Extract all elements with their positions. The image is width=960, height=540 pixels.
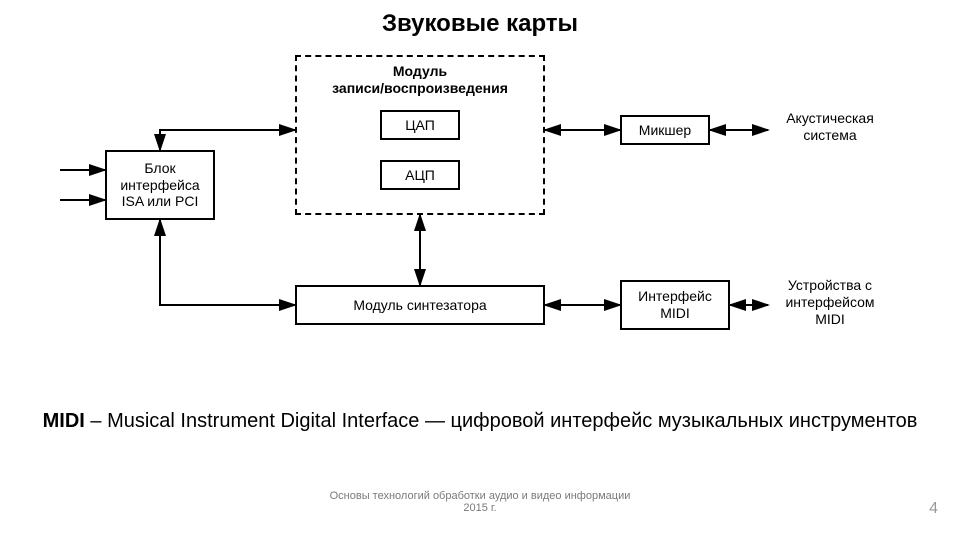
- isa-pci-interface-label: БлокинтерфейсаISA или PCI: [120, 160, 199, 210]
- mixer-block: Микшер: [620, 115, 710, 145]
- record-playback-module-title: Модульзаписи/воспроизведения: [297, 63, 543, 97]
- midi-interface-block: ИнтерфейсMIDI: [620, 280, 730, 330]
- footer-line1: Основы технологий обработки аудио и виде…: [330, 490, 631, 502]
- midi-caption-bold: MIDI: [43, 410, 85, 432]
- footer: Основы технологий обработки аудио и виде…: [0, 490, 960, 514]
- midi-devices-label: Устройства синтерфейсомMIDI: [770, 277, 890, 327]
- slide-title: Звуковые карты: [0, 10, 960, 38]
- acoustic-system-label: Акустическаясистема: [770, 110, 890, 144]
- midi-caption-rest: – Musical Instrument Digital Interface —…: [85, 410, 918, 432]
- edge-iface-synth: [160, 220, 295, 305]
- adc-label: АЦП: [405, 167, 435, 184]
- isa-pci-interface-block: БлокинтерфейсаISA или PCI: [105, 150, 215, 220]
- synth-module-block: Модуль синтезатора: [295, 285, 545, 325]
- midi-caption: MIDI – Musical Instrument Digital Interf…: [0, 410, 960, 433]
- midi-interface-label: ИнтерфейсMIDI: [638, 288, 712, 322]
- page-number: 4: [929, 500, 938, 518]
- synth-module-label: Модуль синтезатора: [353, 297, 486, 314]
- record-playback-module-label: Модульзаписи/воспроизведения: [332, 63, 508, 96]
- adc-block: АЦП: [380, 160, 460, 190]
- edge-iface-module: [160, 130, 295, 150]
- mixer-label: Микшер: [639, 122, 691, 139]
- footer-line2: 2015 г.: [463, 502, 496, 514]
- sound-card-diagram: Модульзаписи/воспроизведения Блокинтерфе…: [60, 55, 900, 375]
- dac-label: ЦАП: [405, 117, 435, 134]
- slide: Звуковые карты Модульзаписи/воспроизведе…: [0, 0, 960, 540]
- dac-block: ЦАП: [380, 110, 460, 140]
